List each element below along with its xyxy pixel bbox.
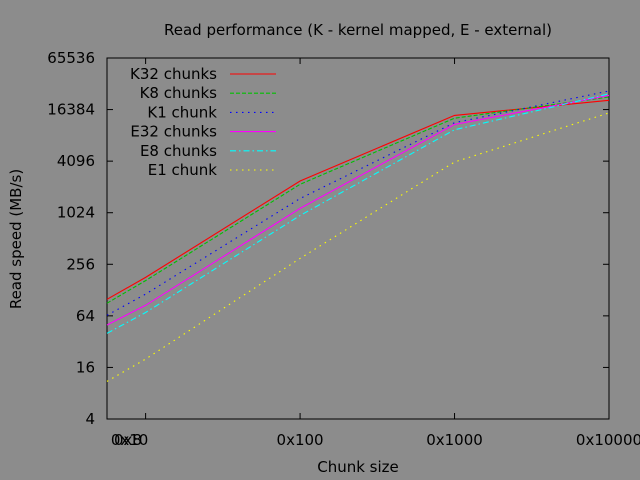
series-layer bbox=[106, 90, 610, 382]
y-tick-label: 4096 bbox=[57, 152, 95, 170]
y-tick-label: 16 bbox=[76, 358, 95, 376]
series-line-k1-chunk bbox=[106, 90, 610, 316]
plot-frame bbox=[106, 57, 610, 420]
x-axis-label: Chunk size bbox=[317, 458, 399, 476]
series-line-k32-chunks bbox=[106, 99, 610, 300]
legend-label: E32 chunks bbox=[130, 123, 217, 141]
series-line-e32-chunks bbox=[106, 94, 610, 326]
x-tick-label: 0x1000 bbox=[426, 431, 483, 449]
y-tick-label: 65536 bbox=[47, 49, 95, 67]
chart-title: Read performance (K - kernel mapped, E -… bbox=[164, 21, 552, 39]
y-tick-label: 1024 bbox=[57, 204, 95, 222]
series-line-e8-chunks bbox=[106, 93, 610, 334]
legend-label: K32 chunks bbox=[130, 65, 217, 83]
legend-label: E8 chunks bbox=[140, 142, 217, 160]
y-axis-label: Read speed (MB/s) bbox=[7, 169, 25, 309]
series-line-e1-chunk bbox=[106, 112, 610, 382]
x-tick-label: 0x8 bbox=[114, 431, 142, 449]
x-tick-label: 0x10000 bbox=[576, 431, 640, 449]
y-tick-label: 4 bbox=[85, 410, 95, 428]
legend-label: E1 chunk bbox=[148, 161, 218, 179]
series-line-k8-chunks bbox=[106, 96, 610, 304]
y-tick-label: 64 bbox=[76, 307, 95, 325]
legend-label: K1 chunk bbox=[147, 103, 217, 121]
x-tick-label: 0x10 bbox=[111, 431, 149, 449]
legend-label: K8 chunks bbox=[140, 84, 218, 102]
x-tick-label: 0x100 bbox=[277, 431, 324, 449]
y-tick-label: 256 bbox=[66, 255, 95, 273]
y-tick-label: 16384 bbox=[47, 101, 95, 119]
